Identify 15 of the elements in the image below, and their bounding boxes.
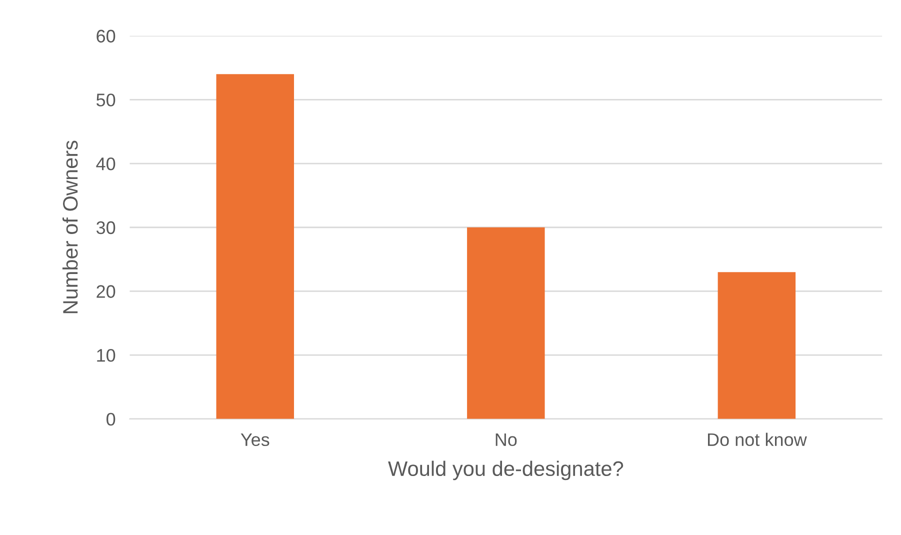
x-tick-label: Yes bbox=[240, 433, 270, 446]
x-axis-title: Would you de-designate? bbox=[388, 460, 624, 480]
y-tick-label: 40 bbox=[96, 157, 116, 170]
y-axis-title: Number of Owners bbox=[62, 140, 78, 314]
y-tick-label: 60 bbox=[96, 30, 116, 43]
x-tick-label: No bbox=[496, 433, 517, 446]
y-tick-label: 0 bbox=[106, 412, 116, 426]
y-tick-label: 20 bbox=[96, 285, 116, 298]
bar bbox=[467, 227, 545, 419]
y-tick-label: 50 bbox=[96, 94, 116, 106]
bar bbox=[216, 74, 294, 419]
y-tick-label: 10 bbox=[97, 348, 116, 362]
bar bbox=[718, 272, 796, 419]
y-tick-label: 30 bbox=[96, 221, 116, 234]
x-tick-label: Do not know bbox=[708, 432, 807, 446]
